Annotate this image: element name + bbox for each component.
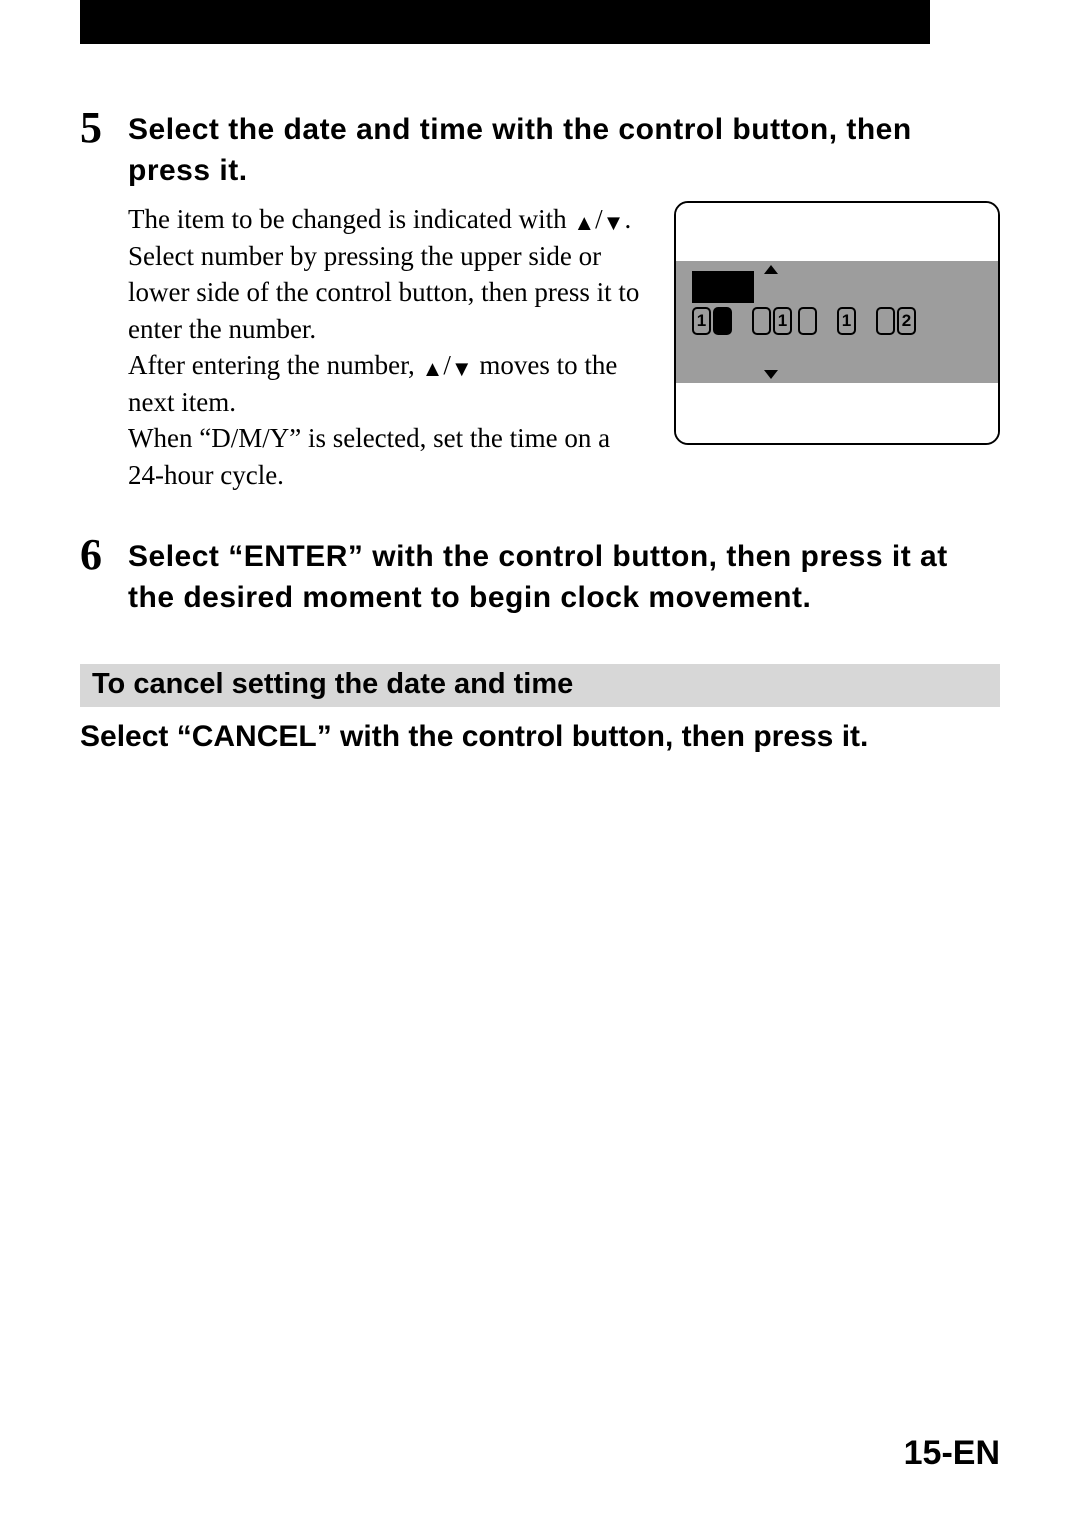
header-black-bar	[80, 0, 930, 44]
triangle-down-icon-2: ▼	[451, 354, 473, 384]
digit-group-3	[798, 307, 817, 335]
step-5-text: The item to be changed is indicated with…	[128, 201, 646, 493]
cancel-heading: To cancel setting the date and time	[80, 664, 1000, 707]
digit-group-1: 1	[692, 307, 732, 335]
step5-para3: When “D/M/Y” is selected, set the time o…	[128, 423, 610, 489]
digit-2b: 1	[773, 307, 792, 335]
step-5-text-row: The item to be changed is indicated with…	[128, 201, 1000, 493]
step-6: 6 Select “ENTER” with the control button…	[80, 537, 1000, 628]
triangle-down-icon: ▼	[603, 208, 625, 238]
digit-1a: 1	[692, 307, 711, 335]
step-6-title: Select “ENTER” with the control button, …	[128, 537, 1000, 618]
digit-1b	[713, 307, 732, 335]
digit-5b: 2	[897, 307, 916, 335]
cancel-text: Select “CANCEL” with the control button,…	[80, 717, 1000, 758]
step5-para2a: After entering the number,	[128, 350, 422, 380]
step-5: 5 Select the date and time with the cont…	[80, 110, 1000, 493]
lcd-arrow-down-icon	[764, 370, 778, 379]
digit-group-5: 2	[876, 307, 916, 335]
lcd-illustration: 1 1	[674, 201, 1000, 445]
page-content: 5 Select the date and time with the cont…	[80, 110, 1000, 758]
digit-2a	[752, 307, 771, 335]
step-6-body: Select “ENTER” with the control button, …	[128, 537, 1000, 628]
slash-1: /	[595, 204, 603, 234]
lcd-top	[676, 203, 998, 261]
digit-3a	[798, 307, 817, 335]
page-number: 15-EN	[904, 1434, 1000, 1473]
step-5-number: 5	[80, 102, 128, 153]
digit-group-4: 1	[837, 307, 856, 335]
triangle-up-icon-2: ▲	[422, 354, 444, 384]
digit-4a: 1	[837, 307, 856, 335]
step5-para1a: The item to be changed is indicated with	[128, 204, 573, 234]
lcd-cursor-block	[692, 271, 754, 303]
triangle-up-icon: ▲	[573, 208, 595, 238]
slash-2: /	[443, 350, 451, 380]
step-5-title: Select the date and time with the contro…	[128, 110, 1000, 191]
step-5-body: Select the date and time with the contro…	[128, 110, 1000, 493]
lcd-mid: 1 1	[676, 261, 998, 383]
digit-5a	[876, 307, 895, 335]
digit-group-2: 1	[752, 307, 792, 335]
lcd-digit-row: 1 1	[676, 307, 998, 335]
step-6-number: 6	[80, 529, 128, 580]
lcd-bot	[676, 383, 998, 443]
lcd-arrow-up-icon	[764, 265, 778, 274]
